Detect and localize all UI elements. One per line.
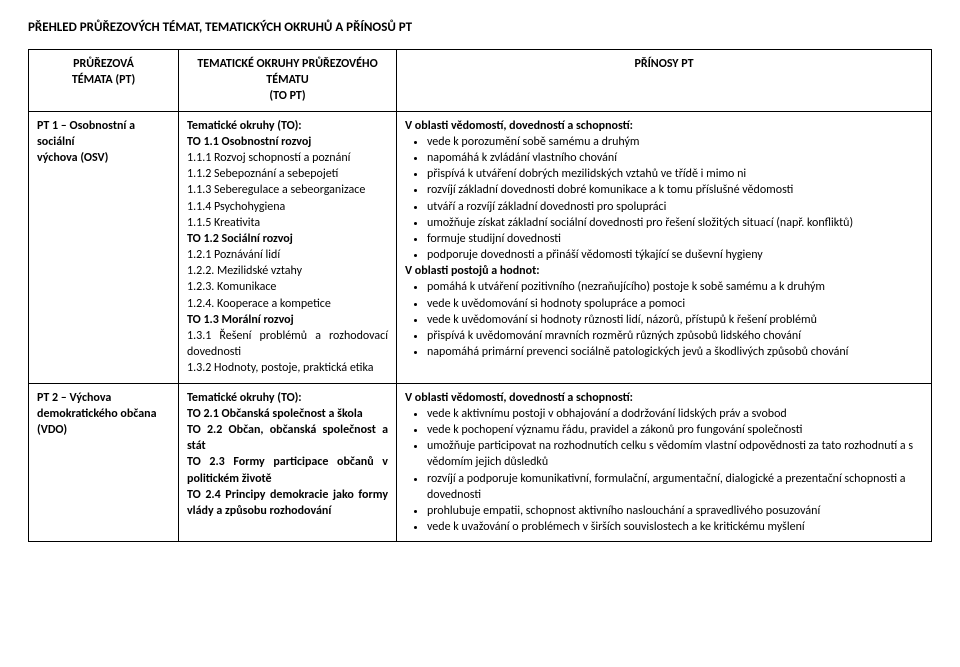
page-title: PŘEHLED PRŮŘEZOVÝCH TÉMAT, TEMATICKÝCH O… — [28, 20, 932, 35]
list-item: umožňuje získat základní sociální dovedn… — [427, 215, 923, 231]
header-col1: PRŮŘEZOVÁ TÉMATA (PT) — [29, 50, 179, 112]
header-col2-l3: (TO PT) — [187, 88, 388, 104]
list-item: prohlubuje empatii, schopnost aktivního … — [427, 503, 923, 519]
row1-col3: V oblasti vědomostí, dovedností a schopn… — [397, 111, 932, 383]
r1c2-i24: 1.2.4. Kooperace a kompetice — [187, 296, 388, 312]
header-col3: PŘÍNOSY PT — [397, 50, 932, 112]
list-item: pomáhá k utváření pozitivního (nezraňují… — [427, 279, 923, 295]
pt1-title-l2: výchova (OSV) — [37, 150, 170, 166]
list-item: vede k porozumění sobě samému a druhým — [427, 134, 923, 150]
r2c3-h1: V oblasti vědomostí, dovedností a schopn… — [405, 390, 923, 406]
r1c2-heading: Tematické okruhy (TO): — [187, 118, 388, 134]
list-item: rozvíjí a podporuje komunikativní, formu… — [427, 471, 923, 503]
r1c2-i23: 1.2.3. Komunikace — [187, 279, 388, 295]
header-col2-l2: TÉMATU — [187, 72, 388, 88]
header-col2-l1: TEMATICKÉ OKRUHY PRŮŘEZOVÉHO — [187, 56, 388, 72]
r1c2-i31: 1.3.1 Řešení problémů a rozhodovací dove… — [187, 328, 388, 360]
r2c2-heading: Tematické okruhy (TO): — [187, 390, 388, 406]
r2c2-to3: TO 2.3 Formy participace občanů v politi… — [187, 454, 388, 486]
pt2-title-l2: demokratického občana — [37, 406, 170, 422]
overview-table: PRŮŘEZOVÁ TÉMATA (PT) TEMATICKÉ OKRUHY P… — [28, 49, 932, 542]
r1c2-i12: 1.1.2 Sebepoznání a sebepojetí — [187, 166, 388, 182]
r1c2-to3: TO 1.3 Morální rozvoj — [187, 312, 388, 328]
pt2-title-l3: (VDO) — [37, 422, 170, 438]
header-col2: TEMATICKÉ OKRUHY PRŮŘEZOVÉHO TÉMATU (TO … — [179, 50, 397, 112]
header-row: PRŮŘEZOVÁ TÉMATA (PT) TEMATICKÉ OKRUHY P… — [29, 50, 932, 112]
header-col1-l2: TÉMATA (PT) — [37, 72, 170, 88]
list-item: formuje studijní dovednosti — [427, 231, 923, 247]
list-item: vede k uvažování o problémech v širších … — [427, 519, 923, 535]
table-row: PT 2 – Výchova demokratického občana (VD… — [29, 383, 932, 542]
r1c2-i13: 1.1.3 Seberegulace a sebeorganizace — [187, 182, 388, 198]
r1c2-i22: 1.2.2. Mezilidské vztahy — [187, 263, 388, 279]
r1c2-i15: 1.1.5 Kreativita — [187, 215, 388, 231]
pt1-title-l1: PT 1 – Osobnostní a sociální — [37, 118, 170, 150]
row1-col1: PT 1 – Osobnostní a sociální výchova (OS… — [29, 111, 179, 383]
list-item: vede k aktivnímu postoji v obhajování a … — [427, 406, 923, 422]
list-item: podporuje dovednosti a přináší vědomosti… — [427, 247, 923, 263]
list-item: napomáhá primární prevenci sociálně pato… — [427, 344, 923, 360]
r2c2-to2: TO 2.2 Občan, občanská společnost a stát — [187, 422, 388, 454]
row2-col3: V oblasti vědomostí, dovedností a schopn… — [397, 383, 932, 542]
header-col3-text: PŘÍNOSY PT — [634, 57, 693, 71]
header-col1-l1: PRŮŘEZOVÁ — [37, 56, 170, 72]
r1c3-list2: pomáhá k utváření pozitivního (nezraňují… — [405, 279, 923, 360]
r1c3-h2: V oblasti postojů a hodnot: — [405, 263, 923, 279]
r1c2-i11: 1.1.1 Rozvoj schopností a poznání — [187, 150, 388, 166]
r1c3-list1: vede k porozumění sobě samému a druhým n… — [405, 134, 923, 264]
r1c3-h1: V oblasti vědomostí, dovedností a schopn… — [405, 118, 923, 134]
r1c2-to1: TO 1.1 Osobnostní rozvoj — [187, 134, 388, 150]
list-item: vede k uvědomování si hodnoty spolupráce… — [427, 296, 923, 312]
r1c2-to2: TO 1.2 Sociální rozvoj — [187, 231, 388, 247]
list-item: umožňuje participovat na rozhodnutích ce… — [427, 438, 923, 470]
list-item: rozvíjí základní dovednosti dobré komuni… — [427, 182, 923, 198]
pt2-title-l1: PT 2 – Výchova — [37, 390, 170, 406]
list-item: vede k uvědomování si hodnoty různosti l… — [427, 312, 923, 328]
list-item: přispívá k utváření dobrých mezilidských… — [427, 166, 923, 182]
list-item: vede k pochopení významu řádu, pravidel … — [427, 422, 923, 438]
r2c2-to4: TO 2.4 Principy demokracie jako formy vl… — [187, 487, 388, 519]
r2c3-list1: vede k aktivnímu postoji v obhajování a … — [405, 406, 923, 536]
row2-col1: PT 2 – Výchova demokratického občana (VD… — [29, 383, 179, 542]
r1c2-i21: 1.2.1 Poznávání lidí — [187, 247, 388, 263]
list-item: utváří a rozvíjí základní dovednosti pro… — [427, 199, 923, 215]
list-item: napomáhá k zvládání vlastního chování — [427, 150, 923, 166]
row1-col2: Tematické okruhy (TO): TO 1.1 Osobnostní… — [179, 111, 397, 383]
row2-col2: Tematické okruhy (TO): TO 2.1 Občanská s… — [179, 383, 397, 542]
list-item: přispívá k uvědomování mravních rozměrů … — [427, 328, 923, 344]
r2c2-to1: TO 2.1 Občanská společnost a škola — [187, 406, 388, 422]
r1c2-i14: 1.1.4 Psychohygiena — [187, 199, 388, 215]
r1c2-i32: 1.3.2 Hodnoty, postoje, praktická etika — [187, 360, 388, 376]
table-row: PT 1 – Osobnostní a sociální výchova (OS… — [29, 111, 932, 383]
